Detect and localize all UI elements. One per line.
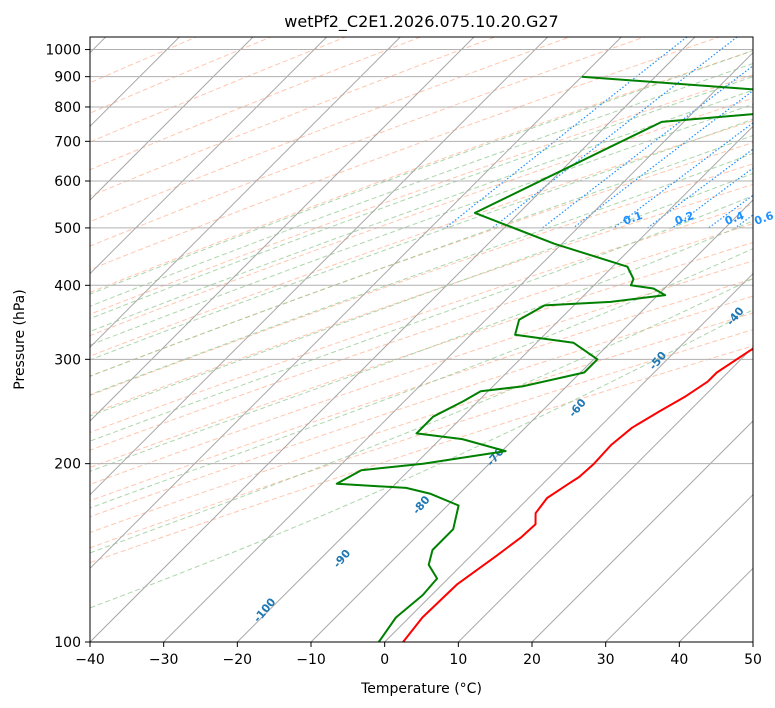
moist-adiabat (90, 248, 753, 509)
dry-adiabat (90, 37, 645, 247)
x-axis: −40 −30 −20 −10 0 10 20 30 40 50 (75, 642, 762, 668)
dry-adiabat (90, 74, 753, 315)
isotherm (90, 37, 622, 570)
mixing-ratio-line (647, 148, 753, 229)
x-tick-label: −10 (296, 652, 326, 668)
y-tick-label: 500 (54, 221, 81, 237)
x-tick-label: 20 (523, 652, 541, 668)
moist-adiabat (90, 309, 753, 609)
mixing-ratio-line (572, 89, 753, 229)
mixing-ratio-label: 0.2 (673, 209, 696, 228)
moist-adiabat (90, 63, 753, 307)
y-tick-label: 200 (54, 457, 81, 473)
isotherm (90, 37, 254, 201)
pressure-grid (90, 49, 753, 642)
background-lines (90, 37, 753, 642)
moist-adiabat (90, 134, 753, 377)
y-axis-label: Pressure (hPa) (12, 289, 28, 389)
temperature-profile (402, 347, 753, 642)
dry-adiabat (90, 37, 346, 143)
isotherm (457, 346, 753, 642)
x-axis-label: Temperature (°C) (360, 681, 482, 697)
isotherm (384, 272, 753, 642)
mixing-ratio-label: 0.4 (723, 209, 746, 228)
x-tick-label: −30 (149, 652, 179, 668)
y-tick-label: 600 (54, 174, 81, 190)
plot-frame (89, 36, 754, 643)
isotherm (605, 493, 753, 642)
x-tick-label: 10 (449, 652, 467, 668)
x-tick-label: −40 (75, 652, 105, 668)
isotherm (90, 37, 696, 642)
x-tick-label: 0 (380, 652, 389, 668)
plot-area (90, 37, 753, 642)
mixing-ratio-label: 0.1 (621, 209, 644, 228)
chart-title: wetPf2_C2E1.2026.075.10.20.G27 (284, 12, 558, 32)
y-tick-label: 700 (54, 134, 81, 150)
y-tick-label: 100 (54, 635, 81, 651)
dry-adiabat (90, 345, 753, 564)
moist-adiabat (90, 118, 753, 361)
moist-adiabat (90, 76, 753, 320)
isotherm (90, 37, 328, 275)
dry-adiabat (90, 37, 720, 271)
moist-adiabat (90, 220, 753, 472)
isotherm (90, 37, 549, 496)
dry-adiabat (90, 241, 753, 469)
dry-adiabat (90, 329, 753, 549)
moist-adiabat (90, 152, 753, 396)
dry-adiabat (90, 203, 753, 433)
mixing-ratio-line (492, 37, 738, 229)
dry-adiabat (90, 223, 753, 451)
mixing-ratio-label: 0.6 (753, 209, 775, 228)
y-axis: 100 200 300 400 500 600 700 800 900 1000 (45, 43, 90, 651)
mixing-ratio-line (445, 37, 688, 229)
x-tick-label: 30 (597, 652, 615, 668)
x-tick-label: 40 (670, 652, 688, 668)
isotherm (310, 199, 753, 642)
y-tick-label: 800 (54, 100, 81, 116)
isotherm (163, 51, 753, 642)
moist-adiabat (90, 195, 753, 442)
dry-adiabat (90, 120, 753, 357)
dry-adiabat (90, 312, 753, 534)
dry-adiabat (90, 37, 421, 171)
y-tick-label: 300 (54, 352, 81, 368)
moist-adiabat (90, 103, 753, 346)
x-tick-label: 50 (744, 652, 762, 668)
isotherm (531, 420, 753, 642)
isotherm (90, 37, 401, 349)
y-tick-label: 1000 (45, 43, 81, 59)
dry-adiabat (90, 97, 753, 337)
mixing-ratio-line (708, 194, 753, 229)
isotherm (236, 125, 753, 642)
y-tick-label: 900 (54, 70, 81, 86)
dewpoint-profile (335, 75, 753, 642)
y-tick-label: 400 (54, 278, 81, 294)
profiles (335, 75, 753, 642)
x-tick-label: −20 (223, 652, 253, 668)
isotherm (90, 37, 475, 422)
